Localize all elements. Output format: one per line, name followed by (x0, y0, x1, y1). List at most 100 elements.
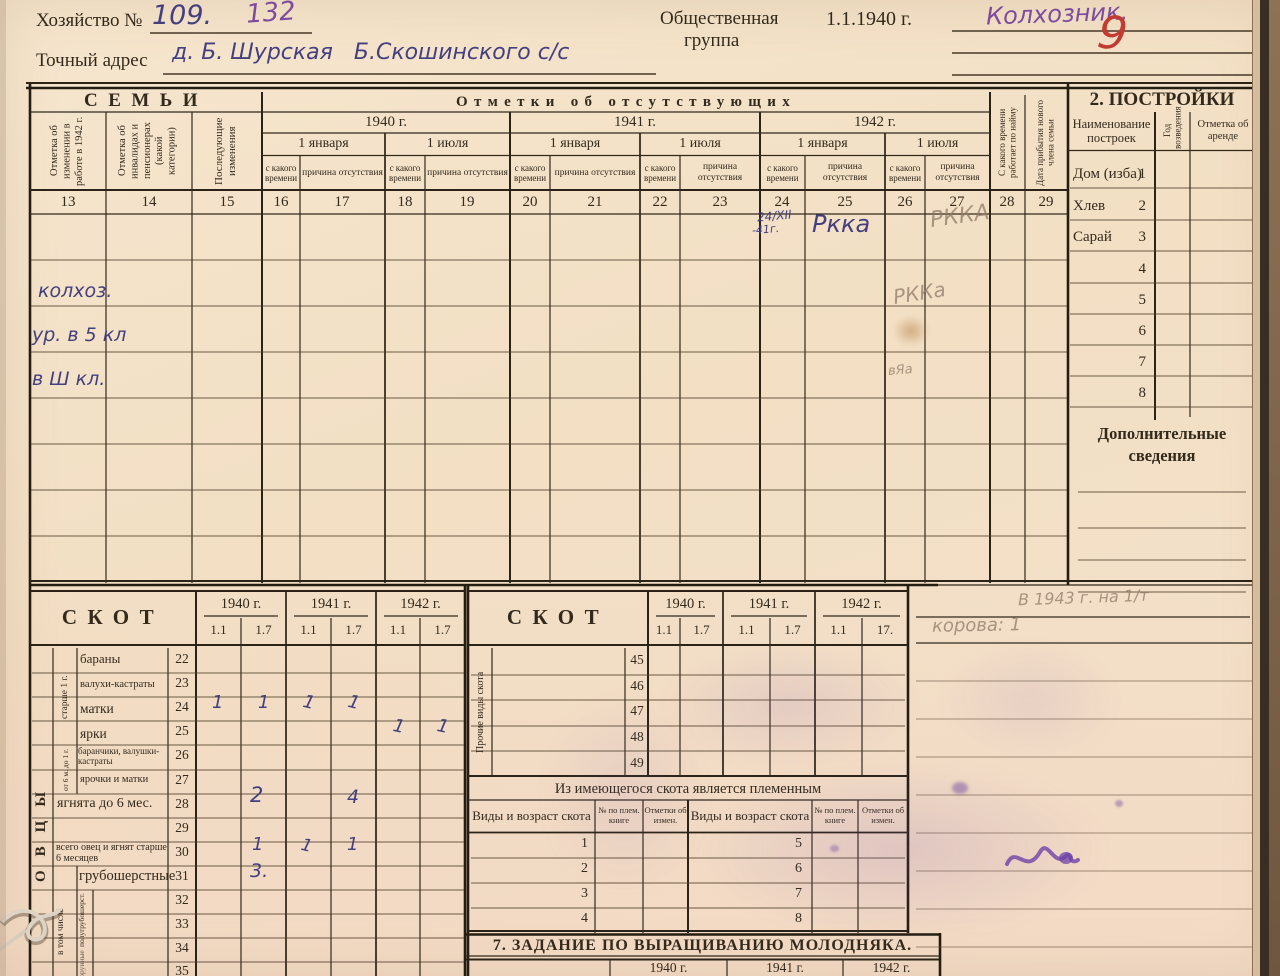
sheep-rownum-23: 23 (175, 675, 189, 690)
breeding-col-change-right: Отметки об измен. (861, 805, 905, 825)
page-edge-light (1252, 0, 1261, 976)
other-sub-1942-11: 1.1 (830, 621, 847, 637)
col14-header-text: Отметка об инвалидах и пенсионерах (како… (117, 122, 178, 180)
building-rownum-1: 1 (1138, 166, 1147, 182)
col28-header: С какого времени работает по найму (990, 96, 1025, 189)
farm-number-label: Хозяйство № (36, 10, 143, 31)
colnum-29: 29 (1038, 194, 1054, 210)
sheep-row-label-30: всего овец и ягнят старше 6 месяцев (56, 842, 167, 865)
pencil-note-cow: корова: 1 (931, 614, 1022, 637)
sheep-rownum-30: 30 (175, 844, 189, 859)
colnum-17: 17 (334, 194, 350, 210)
buildings-section-title: 2. ПОСТРОЙКИ (1089, 89, 1235, 111)
sheep-row-label-22: бараны (80, 651, 121, 666)
building-rownum-5: 5 (1138, 292, 1147, 308)
breeding-col-change-left: Отметки об измен. (644, 805, 687, 825)
other-rownum-45: 45 (630, 652, 644, 667)
colnum-14: 14 (141, 194, 157, 210)
colnum-18: 18 (397, 194, 413, 210)
sheep-rownum-26: 26 (175, 747, 189, 762)
breeding-col-kind-right: Виды и возраст скота (690, 807, 810, 823)
colnum-25: 25 (837, 194, 853, 210)
building-rownum-4: 4 (1138, 261, 1147, 277)
social-group-label-line1: Общественная (660, 8, 779, 29)
extra-info-title-line2: сведения (1128, 445, 1196, 465)
other-rownum-48: 48 (630, 729, 644, 744)
subcol-from-22: с какого времени (643, 162, 677, 183)
colnum-22: 22 (652, 194, 668, 210)
task-section-title: 7. ЗАДАНИЕ ПО ВЫРАЩИВАНИЮ МОЛОДНЯКА. (492, 937, 913, 955)
breeding-col-book-left: № по плем. книге (598, 805, 640, 825)
buildings-col-name-header: Наименование построек (1072, 117, 1151, 145)
faint-note-pencil: вЯа (887, 361, 914, 380)
other-rownum-47: 47 (630, 703, 644, 718)
group-older-text: старше 1 г. (60, 675, 71, 719)
work-note-3-handwritten: в Ш кл. (32, 368, 106, 390)
sheep-year-1941: 1941 г. (310, 595, 352, 612)
buildings-col-year-text: Год возведения (1161, 106, 1183, 149)
col15-header: Последующие изменения (192, 113, 260, 189)
count-coarse-1940-17: 3. (250, 860, 269, 882)
task-year-1940: 1940 г. (649, 960, 688, 976)
year-1941-header: 1941 г. (614, 114, 656, 131)
sheep-row-label-26: баранчики, валушки-кастраты (78, 746, 160, 767)
pencil-note-1943: В 1943 г. на 1/т (1017, 585, 1149, 610)
breeding-title: Из имеющегося скота является племенным (554, 780, 822, 797)
other-sub-1940-11: 1.1 (655, 621, 673, 637)
other-year-1940: 1940 г. (665, 595, 706, 612)
other-side-label: Прочие виды скота (470, 648, 492, 776)
work-note-2-handwritten: ур. в 5 кл (32, 324, 127, 346)
sheep-rownum-34: 34 (175, 940, 189, 955)
col13-header: Отметка об изменении в работе в 1942 г. (32, 113, 104, 189)
breeding-rownum-8: 8 (795, 911, 802, 926)
colnum-28: 28 (999, 194, 1015, 210)
colnum-23: 23 (712, 194, 728, 210)
page-edge-under (1269, 0, 1280, 976)
sheep-rownum-29: 29 (175, 820, 189, 835)
date-jul-1941: 1 июля (679, 136, 721, 152)
count-total-1941-17: 1 (347, 834, 359, 855)
subcol-from-24: с какого времени (766, 162, 799, 183)
sheep-row-label-27: ярочки и матки (80, 774, 149, 785)
sheep-sub-1942-17: 1.7 (434, 621, 451, 637)
other-year-1941: 1941 г. (748, 595, 790, 612)
col29-header-text: Дата прибытия нового члена семьи (1035, 99, 1056, 186)
sheep-row-label-31: грубошерстные (79, 868, 176, 884)
sheep-rownum-27: 27 (175, 772, 189, 787)
sheep-sub-1940-17: 1.7 (255, 621, 272, 637)
colnum-13: 13 (60, 194, 76, 210)
subcol-reason-27: причина отсутствия (935, 162, 980, 183)
other-rownum-46: 46 (630, 678, 644, 693)
breeding-col-book-right: № по плем. книге (814, 805, 856, 825)
other-year-1942: 1942 г. (841, 595, 882, 612)
date-jan-1940: 1 января (298, 136, 349, 152)
sheep-sub-1941-11: 1.1 (300, 621, 317, 637)
group-6m-1yr: от 6 м. до 1 г. (55, 746, 77, 793)
breeding-rownum-2: 2 (581, 861, 588, 876)
ink-scribble (1005, 846, 1080, 866)
building-name-shed: Сарай (1073, 229, 1112, 245)
date-jan-1942: 1 января (797, 136, 848, 152)
record-date: 1.1.1940 г. (826, 8, 912, 30)
count-lambs-1940-17: 2 (250, 783, 264, 807)
sheep-rownum-35: 35 (175, 963, 189, 976)
count-ewes-1940-11: 1 (212, 692, 224, 713)
sheep-row-label-28: ягнята до 6 мес. (57, 796, 153, 811)
col14-header: Отметка об инвалидах и пенсионерах (како… (106, 113, 190, 189)
date-jan-1941: 1 января (549, 136, 601, 152)
subcol-reason-25: причина отсутствия (822, 162, 868, 183)
address-label: Точный адрес (36, 50, 148, 71)
colnum-24: 24 (774, 194, 790, 210)
colnum-15: 15 (219, 194, 235, 210)
sheep-year-1940: 1940 г. (220, 595, 262, 612)
sheep-rownum-31: 31 (175, 868, 189, 883)
colnum-26: 26 (897, 194, 913, 210)
work-note-1-handwritten: колхоз. (38, 280, 113, 302)
colnum-27: 27 (949, 194, 965, 210)
absence-title: Отметки об отсутствующих (455, 93, 796, 110)
absence-date-handwritten-line2: -41г. (751, 221, 780, 238)
subcol-reason-19: причина отсутствия (427, 167, 508, 178)
count-total-1940-17: 1 (252, 834, 264, 855)
